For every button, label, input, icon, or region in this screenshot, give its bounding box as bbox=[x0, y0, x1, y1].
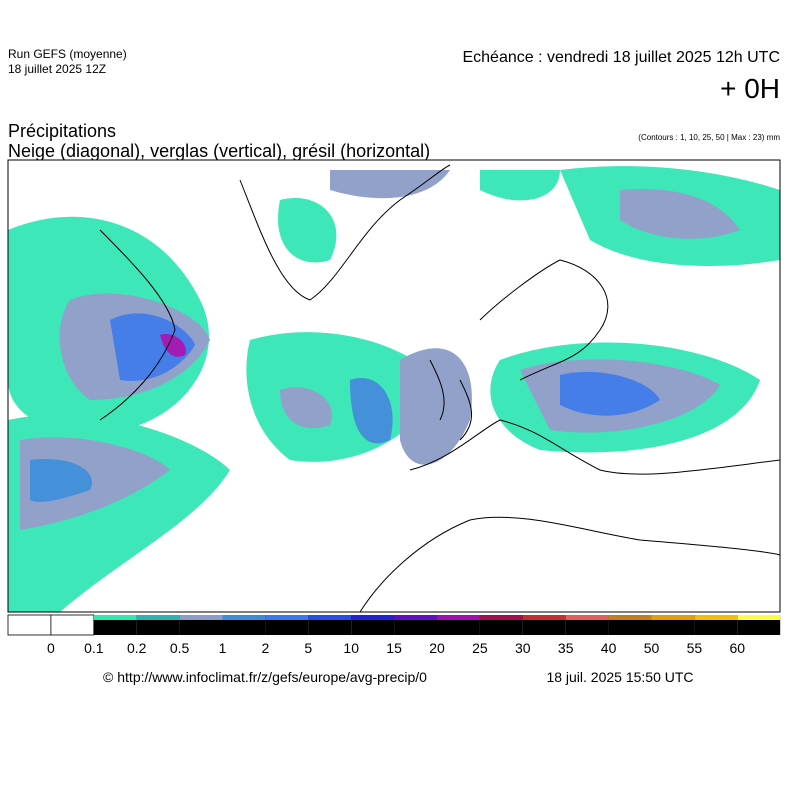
legend-swatch bbox=[737, 615, 781, 620]
legend-swatch bbox=[136, 615, 180, 620]
precip-fields bbox=[8, 166, 780, 612]
legend-swatch bbox=[437, 615, 480, 620]
legend-label: 15 bbox=[386, 640, 402, 656]
legend-label: 20 bbox=[429, 640, 445, 656]
legend-label: 50 bbox=[644, 640, 660, 656]
legend: 0 0.1 0.2 0.5 1 2 5 10 15 20 25 30 35 40 50 55 60 bbox=[7, 614, 781, 656]
legend-label: 0.1 bbox=[84, 640, 104, 656]
legend-swatch bbox=[394, 615, 437, 620]
echeance: Echéance : vendredi 18 juillet 2025 12h … bbox=[462, 49, 780, 66]
legend-swatch bbox=[694, 615, 738, 620]
legend-swatch bbox=[7, 614, 52, 636]
map bbox=[7, 159, 781, 613]
legend-swatch bbox=[308, 615, 352, 620]
legend-swatch bbox=[479, 615, 523, 620]
legend-label: 60 bbox=[730, 640, 746, 656]
legend-label: 5 bbox=[304, 640, 312, 656]
legend-label: 1 bbox=[219, 640, 227, 656]
legend-label: 40 bbox=[601, 640, 617, 656]
offset: + 0H bbox=[720, 73, 780, 104]
legend-label: 55 bbox=[687, 640, 703, 656]
legend-label: 0.5 bbox=[170, 640, 190, 656]
legend-swatch bbox=[608, 615, 652, 620]
legend-label: 0.2 bbox=[127, 640, 147, 656]
legend-swatch bbox=[93, 615, 137, 620]
source-url: © http://www.infoclimat.fr/z/gefs/europe… bbox=[103, 669, 427, 685]
subtitle: Neige (diagonal), verglas (vertical), gr… bbox=[8, 141, 430, 161]
coastlines bbox=[99, 164, 780, 612]
legend-swatch bbox=[179, 615, 223, 620]
map-frame bbox=[7, 159, 781, 613]
legend-swatch bbox=[50, 614, 95, 636]
legend-label: 30 bbox=[515, 640, 531, 656]
run-date: 18 juillet 2025 12Z bbox=[8, 62, 106, 76]
legend-swatch bbox=[265, 615, 309, 620]
legend-label: 0 bbox=[47, 640, 55, 656]
legend-swatch bbox=[522, 615, 566, 620]
legend-swatch bbox=[651, 615, 695, 620]
legend-label: 25 bbox=[472, 640, 488, 656]
run-label: Run GEFS (moyenne) bbox=[8, 47, 127, 61]
legend-swatch bbox=[565, 615, 609, 620]
legend-label: 2 bbox=[262, 640, 270, 656]
contours-note: (Contours : 1, 10, 25, 50 | Max : 23) mm bbox=[638, 133, 780, 142]
timestamp: 18 juil. 2025 15:50 UTC bbox=[546, 669, 693, 685]
title: Précipitations bbox=[8, 121, 116, 141]
legend-label: 35 bbox=[558, 640, 574, 656]
legend-label: 10 bbox=[343, 640, 359, 656]
legend-swatch bbox=[351, 615, 395, 620]
legend-swatch bbox=[222, 615, 266, 620]
